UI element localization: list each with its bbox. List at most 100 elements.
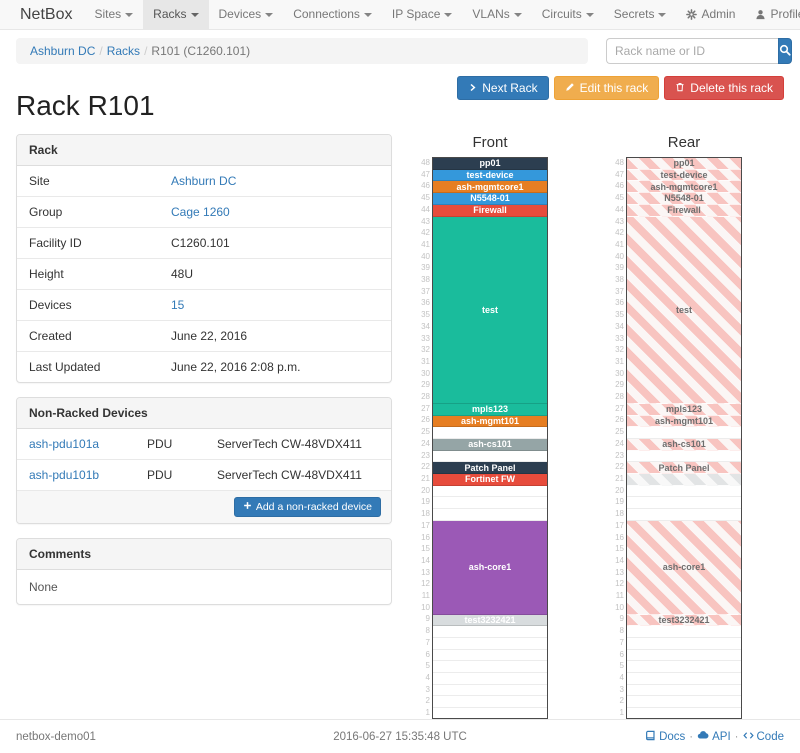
breadcrumb: Ashburn DC / Racks / R101 (C1260.101) bbox=[16, 38, 588, 64]
add-non-racked-device-button[interactable]: Add a non-racked device bbox=[233, 497, 381, 517]
rack-device-ash-mgmtcore1[interactable]: ash-mgmtcore1 bbox=[433, 181, 547, 194]
rack-unit-slot bbox=[627, 497, 741, 510]
rack-device-test3232421[interactable]: test3232421 bbox=[627, 614, 741, 627]
rack-unit-slot bbox=[433, 638, 547, 650]
comments-panel: Comments None bbox=[16, 538, 392, 605]
field-label: Created bbox=[17, 320, 159, 352]
rack-unit-slot bbox=[627, 626, 741, 638]
rack-device-ash-cs101[interactable]: ash-cs101 bbox=[433, 439, 547, 451]
brand-logo[interactable]: NetBox bbox=[20, 6, 73, 23]
nav-item-ip-space[interactable]: IP Space bbox=[382, 0, 462, 29]
rack-device-test-device[interactable]: test-device bbox=[433, 169, 547, 182]
rack-info-row: Group Cage 1260 bbox=[17, 196, 391, 228]
rack-device-ash-core1[interactable]: ash-core1 bbox=[433, 520, 547, 615]
rack-unit-slot bbox=[433, 451, 547, 463]
footer-link-api[interactable]: API bbox=[697, 729, 731, 744]
field-value[interactable]: 15 bbox=[159, 289, 391, 321]
rack-device-test[interactable]: test bbox=[433, 216, 547, 404]
rack-device-n5548-01[interactable]: N5548-01 bbox=[433, 193, 547, 205]
rack-device-test-device[interactable]: test-device bbox=[627, 169, 741, 182]
footer-hostname: netbox-demo01 bbox=[16, 730, 96, 743]
field-value: C1260.101 bbox=[159, 227, 391, 259]
rack-unit-slot bbox=[433, 696, 547, 709]
nav-item-vlans[interactable]: VLANs bbox=[462, 0, 531, 29]
search-button[interactable] bbox=[778, 38, 792, 64]
rack-device-pp01[interactable]: pp01 bbox=[433, 158, 547, 170]
chevron-down-icon bbox=[658, 12, 667, 17]
footer-link-docs[interactable]: Docs bbox=[645, 730, 685, 744]
breadcrumb-item: R101 (C1260.101) bbox=[151, 44, 251, 58]
page-head: Next Rack Edit this rack Delete this rack … bbox=[16, 76, 784, 122]
non-racked-panel-title: Non-Racked Devices bbox=[17, 398, 391, 429]
gear-icon bbox=[686, 9, 698, 20]
rack-device-ash-mgmt101[interactable]: ash-mgmt101 bbox=[433, 415, 547, 428]
next-rack-button[interactable]: Next Rack bbox=[457, 76, 549, 100]
nav-item-secrets[interactable]: Secrets bbox=[604, 0, 677, 29]
nav-item-circuits[interactable]: Circuits bbox=[532, 0, 604, 29]
nav-item-connections[interactable]: Connections bbox=[283, 0, 382, 29]
chevron-down-icon bbox=[265, 12, 274, 17]
device-role: PDU bbox=[147, 437, 173, 451]
device-name[interactable]: ash-pdu101b bbox=[17, 459, 135, 490]
breadcrumb-item[interactable]: Ashburn DC bbox=[30, 44, 96, 58]
non-racked-rows: ash-pdu101a PDU ServerTech CW-48VDX411 ash-… bbox=[17, 429, 391, 490]
rack-front-frame: pp01 test-device ash-mgmtcore1 N5548-01 Fire… bbox=[432, 157, 548, 720]
rack-unit-slot bbox=[433, 708, 547, 720]
rack-rear-title: Rear bbox=[667, 134, 701, 151]
rack-device-mpls123[interactable]: mpls123 bbox=[433, 403, 547, 416]
rack-device-fortinet-fw[interactable]: Fortinet FW bbox=[433, 474, 547, 486]
rack-device-firewall[interactable]: Firewall bbox=[627, 204, 741, 217]
device-name[interactable]: ash-pdu101a bbox=[29, 437, 100, 451]
rack-unit-slot bbox=[627, 650, 741, 662]
rack-device-patch-panel[interactable]: Patch Panel bbox=[627, 462, 741, 475]
edit-this-rack-button[interactable]: Edit this rack bbox=[553, 76, 660, 100]
rack-device-test3232421[interactable]: test3232421 bbox=[433, 614, 547, 627]
main-nav: Sites Racks Devices Connections IP Space VLAN… bbox=[84, 0, 676, 29]
cloud-icon bbox=[697, 729, 709, 744]
nav-item-devices[interactable]: Devices bbox=[209, 0, 284, 29]
rack-unit-slot bbox=[627, 638, 741, 650]
nav-item-profile[interactable]: Profile bbox=[745, 0, 800, 29]
rack-info-row: Last Updated June 22, 2016 2:08 p.m. bbox=[17, 351, 391, 382]
non-racked-panel-footer: Add a non-racked device bbox=[17, 490, 391, 523]
rack-device-firewall[interactable]: Firewall bbox=[433, 204, 547, 217]
search-input[interactable] bbox=[606, 38, 778, 64]
rack-unit-slot bbox=[433, 427, 547, 439]
rack-device-n5548-01[interactable]: N5548-01 bbox=[627, 193, 741, 205]
rack-device-patch-panel[interactable]: Patch Panel bbox=[433, 462, 547, 475]
rack-device-ash-core1[interactable]: ash-core1 bbox=[627, 520, 741, 615]
nav-item-sites[interactable]: Sites bbox=[84, 0, 143, 29]
rack-device-test[interactable]: test bbox=[627, 216, 741, 404]
rack-front: Front 48 47 46 45 44 43 42 41 40 39 38 37 36 35 34 33 32 3… bbox=[416, 134, 548, 720]
rack-info-row: Created June 22, 2016 bbox=[17, 320, 391, 352]
device-type: ServerTech CW-48VDX411 bbox=[205, 459, 391, 490]
field-value[interactable]: Cage 1260 bbox=[159, 196, 391, 228]
rack-info-row: Devices 15 bbox=[17, 289, 391, 321]
breadcrumb-item[interactable]: Racks bbox=[106, 44, 141, 58]
rack-device-ash-mgmtcore1[interactable]: ash-mgmtcore1 bbox=[627, 181, 741, 194]
delete-this-rack-button[interactable]: Delete this rack bbox=[664, 76, 784, 100]
rack-unit-slot bbox=[627, 708, 741, 720]
rack-elevations: Front 48 47 46 45 44 43 42 41 40 39 38 37 36 35 34 33 32 3… bbox=[416, 134, 742, 720]
field-label: Group bbox=[17, 196, 159, 228]
rack-device-mpls123[interactable]: mpls123 bbox=[627, 403, 741, 416]
rack-rear: Rear 48 47 46 45 44 43 42 41 40 39 38 37 36 35 34 33 32 31… bbox=[610, 134, 742, 720]
chevron-down-icon bbox=[363, 12, 372, 17]
chevron-right-icon bbox=[468, 81, 477, 95]
field-label: Height bbox=[17, 258, 159, 290]
rack-unit-slot bbox=[433, 626, 547, 638]
rack-device-ash-mgmt101[interactable]: ash-mgmt101 bbox=[627, 415, 741, 428]
non-racked-devices-panel: Non-Racked Devices ash-pdu101a PDU ServerT… bbox=[16, 397, 392, 524]
rack-unit-slot bbox=[627, 696, 741, 709]
rack-device-ash-cs101[interactable]: ash-cs101 bbox=[627, 439, 741, 451]
field-value[interactable]: Ashburn DC bbox=[171, 174, 237, 188]
footer-link-code[interactable]: Code bbox=[742, 730, 784, 744]
chevron-down-icon bbox=[125, 12, 134, 17]
action-buttons: Next Rack Edit this rack Delete this rack bbox=[457, 76, 784, 100]
nav-item-admin[interactable]: Admin bbox=[676, 0, 745, 29]
rack-searchbox bbox=[606, 38, 792, 64]
field-label: Facility ID bbox=[17, 227, 159, 259]
rack-device-pp01[interactable]: pp01 bbox=[627, 158, 741, 170]
field-value: 48U bbox=[159, 258, 391, 290]
nav-item-racks[interactable]: Racks bbox=[143, 0, 209, 29]
